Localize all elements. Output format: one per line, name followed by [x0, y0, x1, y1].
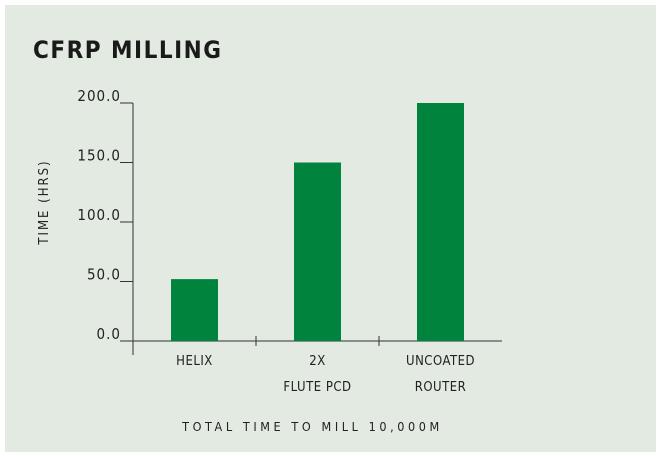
y-tick-label: 150.0: [77, 147, 121, 165]
y-ticks: 0.0 50.0 100.0 150.0 200.0: [77, 87, 133, 343]
chart-card: CFRP MILLING 0.0 50.0 100.0 150.0 200.0 HELI…: [5, 5, 656, 452]
category-label: UNCOATED: [406, 354, 475, 369]
y-axis-label: TIME (HRS): [37, 159, 52, 245]
category-label: HELIX: [176, 354, 213, 369]
category-label: 2X: [309, 354, 325, 369]
y-tick-label: 50.0: [87, 266, 121, 284]
y-tick-label: 100.0: [77, 206, 121, 224]
category-labels: HELIX 2X FLUTE PCD UNCOATED ROUTER: [176, 354, 475, 395]
category-label: FLUTE PCD: [283, 380, 351, 395]
bar: [417, 103, 464, 341]
bar-chart: 0.0 50.0 100.0 150.0 200.0 HELIX 2X FLUTE PCD U…: [37, 87, 502, 434]
bars: [171, 103, 464, 341]
bar: [294, 162, 341, 341]
y-tick-label: 200.0: [77, 87, 121, 105]
y-tick-label: 0.0: [97, 325, 121, 343]
chart-title: CFRP MILLING: [33, 36, 223, 64]
x-axis-label: TOTAL TIME TO MILL 10,000M: [181, 419, 443, 434]
bar: [171, 279, 218, 341]
x-ticks: [255, 336, 380, 346]
category-label: ROUTER: [415, 380, 467, 395]
